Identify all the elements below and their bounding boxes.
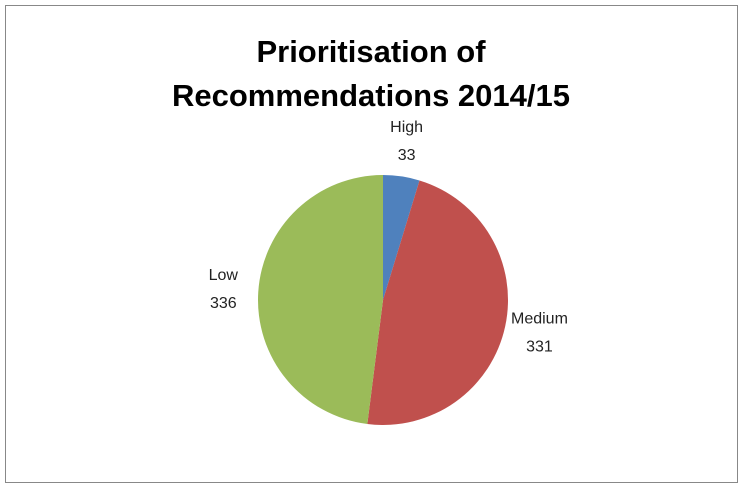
pie-slice	[257, 175, 383, 425]
slice-value: 33	[398, 147, 416, 164]
chart-title: Prioritisation of Recommendations 2014/1…	[171, 34, 570, 113]
slice-label: High	[390, 119, 423, 136]
slice-label: Low	[209, 267, 239, 284]
slice-value: 331	[526, 339, 553, 356]
pie-slice	[367, 180, 509, 425]
slice-value: 336	[210, 295, 237, 312]
pie-slice	[383, 175, 420, 300]
slice-label: Medium	[511, 311, 568, 328]
